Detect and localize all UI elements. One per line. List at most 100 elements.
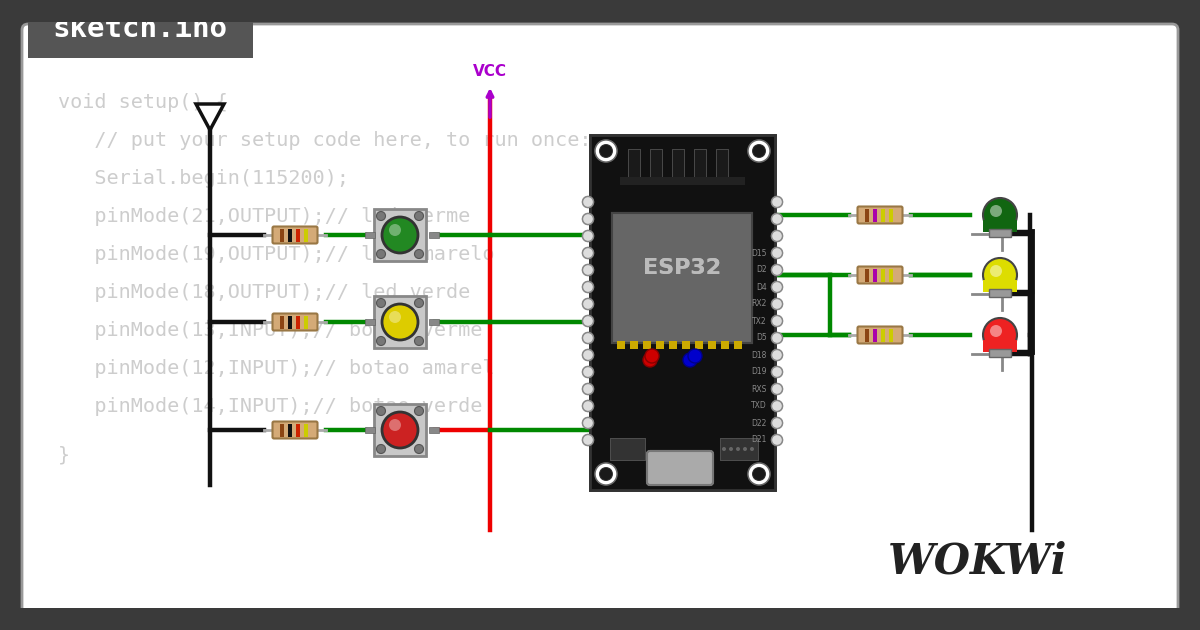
Bar [874, 268, 877, 282]
Circle shape [582, 418, 594, 428]
Circle shape [582, 282, 594, 292]
Circle shape [772, 214, 782, 224]
Circle shape [582, 435, 594, 445]
Bar [983, 340, 1018, 352]
Circle shape [772, 367, 782, 377]
Circle shape [582, 367, 594, 377]
FancyBboxPatch shape [858, 326, 902, 343]
Text: D19: D19 [751, 367, 767, 377]
Circle shape [377, 299, 385, 307]
Bar [708, 341, 716, 349]
Text: }: } [58, 445, 70, 464]
Bar [296, 316, 300, 328]
Circle shape [414, 406, 424, 416]
Bar [288, 423, 292, 437]
Circle shape [414, 212, 424, 220]
Bar [881, 209, 886, 222]
Bar [716, 149, 728, 179]
Circle shape [643, 353, 658, 367]
Bar [296, 423, 300, 437]
Bar [983, 280, 1018, 292]
Bar [612, 213, 752, 343]
Bar [695, 341, 703, 349]
FancyBboxPatch shape [272, 314, 318, 331]
Circle shape [377, 212, 385, 220]
Circle shape [754, 468, 766, 480]
Circle shape [772, 248, 782, 258]
Circle shape [754, 145, 766, 157]
Circle shape [595, 140, 617, 162]
Circle shape [772, 435, 782, 445]
Bar [656, 341, 664, 349]
Text: VCC: VCC [473, 64, 508, 79]
Bar [889, 209, 893, 222]
Circle shape [772, 418, 782, 428]
Circle shape [772, 333, 782, 343]
Circle shape [772, 248, 782, 258]
Bar [643, 341, 650, 349]
Circle shape [582, 367, 594, 377]
Text: D4: D4 [756, 282, 767, 292]
Circle shape [595, 140, 617, 162]
Bar [628, 149, 640, 179]
Circle shape [983, 198, 1018, 232]
Circle shape [688, 349, 702, 363]
Text: Serial.begin(115200);: Serial.begin(115200); [58, 168, 349, 188]
Bar [430, 232, 439, 238]
FancyBboxPatch shape [272, 421, 318, 438]
Circle shape [389, 311, 401, 323]
Circle shape [772, 418, 782, 428]
Bar [881, 328, 886, 341]
Circle shape [582, 384, 594, 394]
Circle shape [772, 231, 782, 241]
Text: WOKWi: WOKWi [888, 541, 1068, 583]
Circle shape [582, 248, 594, 258]
Circle shape [582, 248, 594, 258]
Circle shape [582, 316, 594, 326]
Circle shape [772, 350, 782, 360]
Bar [365, 319, 374, 325]
Circle shape [772, 197, 782, 207]
Circle shape [990, 265, 1002, 277]
Circle shape [582, 401, 594, 411]
Bar [656, 341, 664, 349]
Bar [721, 341, 730, 349]
Circle shape [582, 299, 594, 309]
Circle shape [772, 282, 782, 292]
Bar [682, 341, 690, 349]
Bar [716, 149, 728, 179]
Circle shape [582, 316, 594, 326]
Bar [694, 149, 706, 179]
Bar [365, 232, 374, 238]
Text: TX2: TX2 [752, 316, 767, 326]
Circle shape [582, 214, 594, 224]
Circle shape [582, 214, 594, 224]
Bar [612, 213, 752, 343]
Circle shape [752, 467, 766, 481]
Circle shape [582, 418, 594, 428]
Bar [983, 220, 1018, 232]
Bar [889, 328, 893, 341]
Bar [620, 179, 745, 185]
Bar [610, 438, 646, 460]
Circle shape [382, 304, 418, 340]
Circle shape [595, 463, 617, 485]
Bar [620, 177, 745, 185]
Circle shape [595, 463, 617, 485]
FancyBboxPatch shape [647, 451, 713, 485]
Text: RXS: RXS [751, 384, 767, 394]
Bar [694, 149, 706, 179]
Circle shape [772, 384, 782, 394]
Bar [280, 316, 284, 328]
Bar [590, 135, 775, 490]
Bar [628, 149, 640, 179]
Bar [617, 341, 625, 349]
Text: ESP32: ESP32 [643, 258, 721, 278]
Bar [720, 438, 758, 460]
Bar [734, 341, 742, 349]
Bar [430, 427, 439, 433]
Bar [708, 341, 716, 349]
FancyBboxPatch shape [272, 227, 318, 244]
Bar [650, 149, 662, 179]
Circle shape [582, 265, 594, 275]
